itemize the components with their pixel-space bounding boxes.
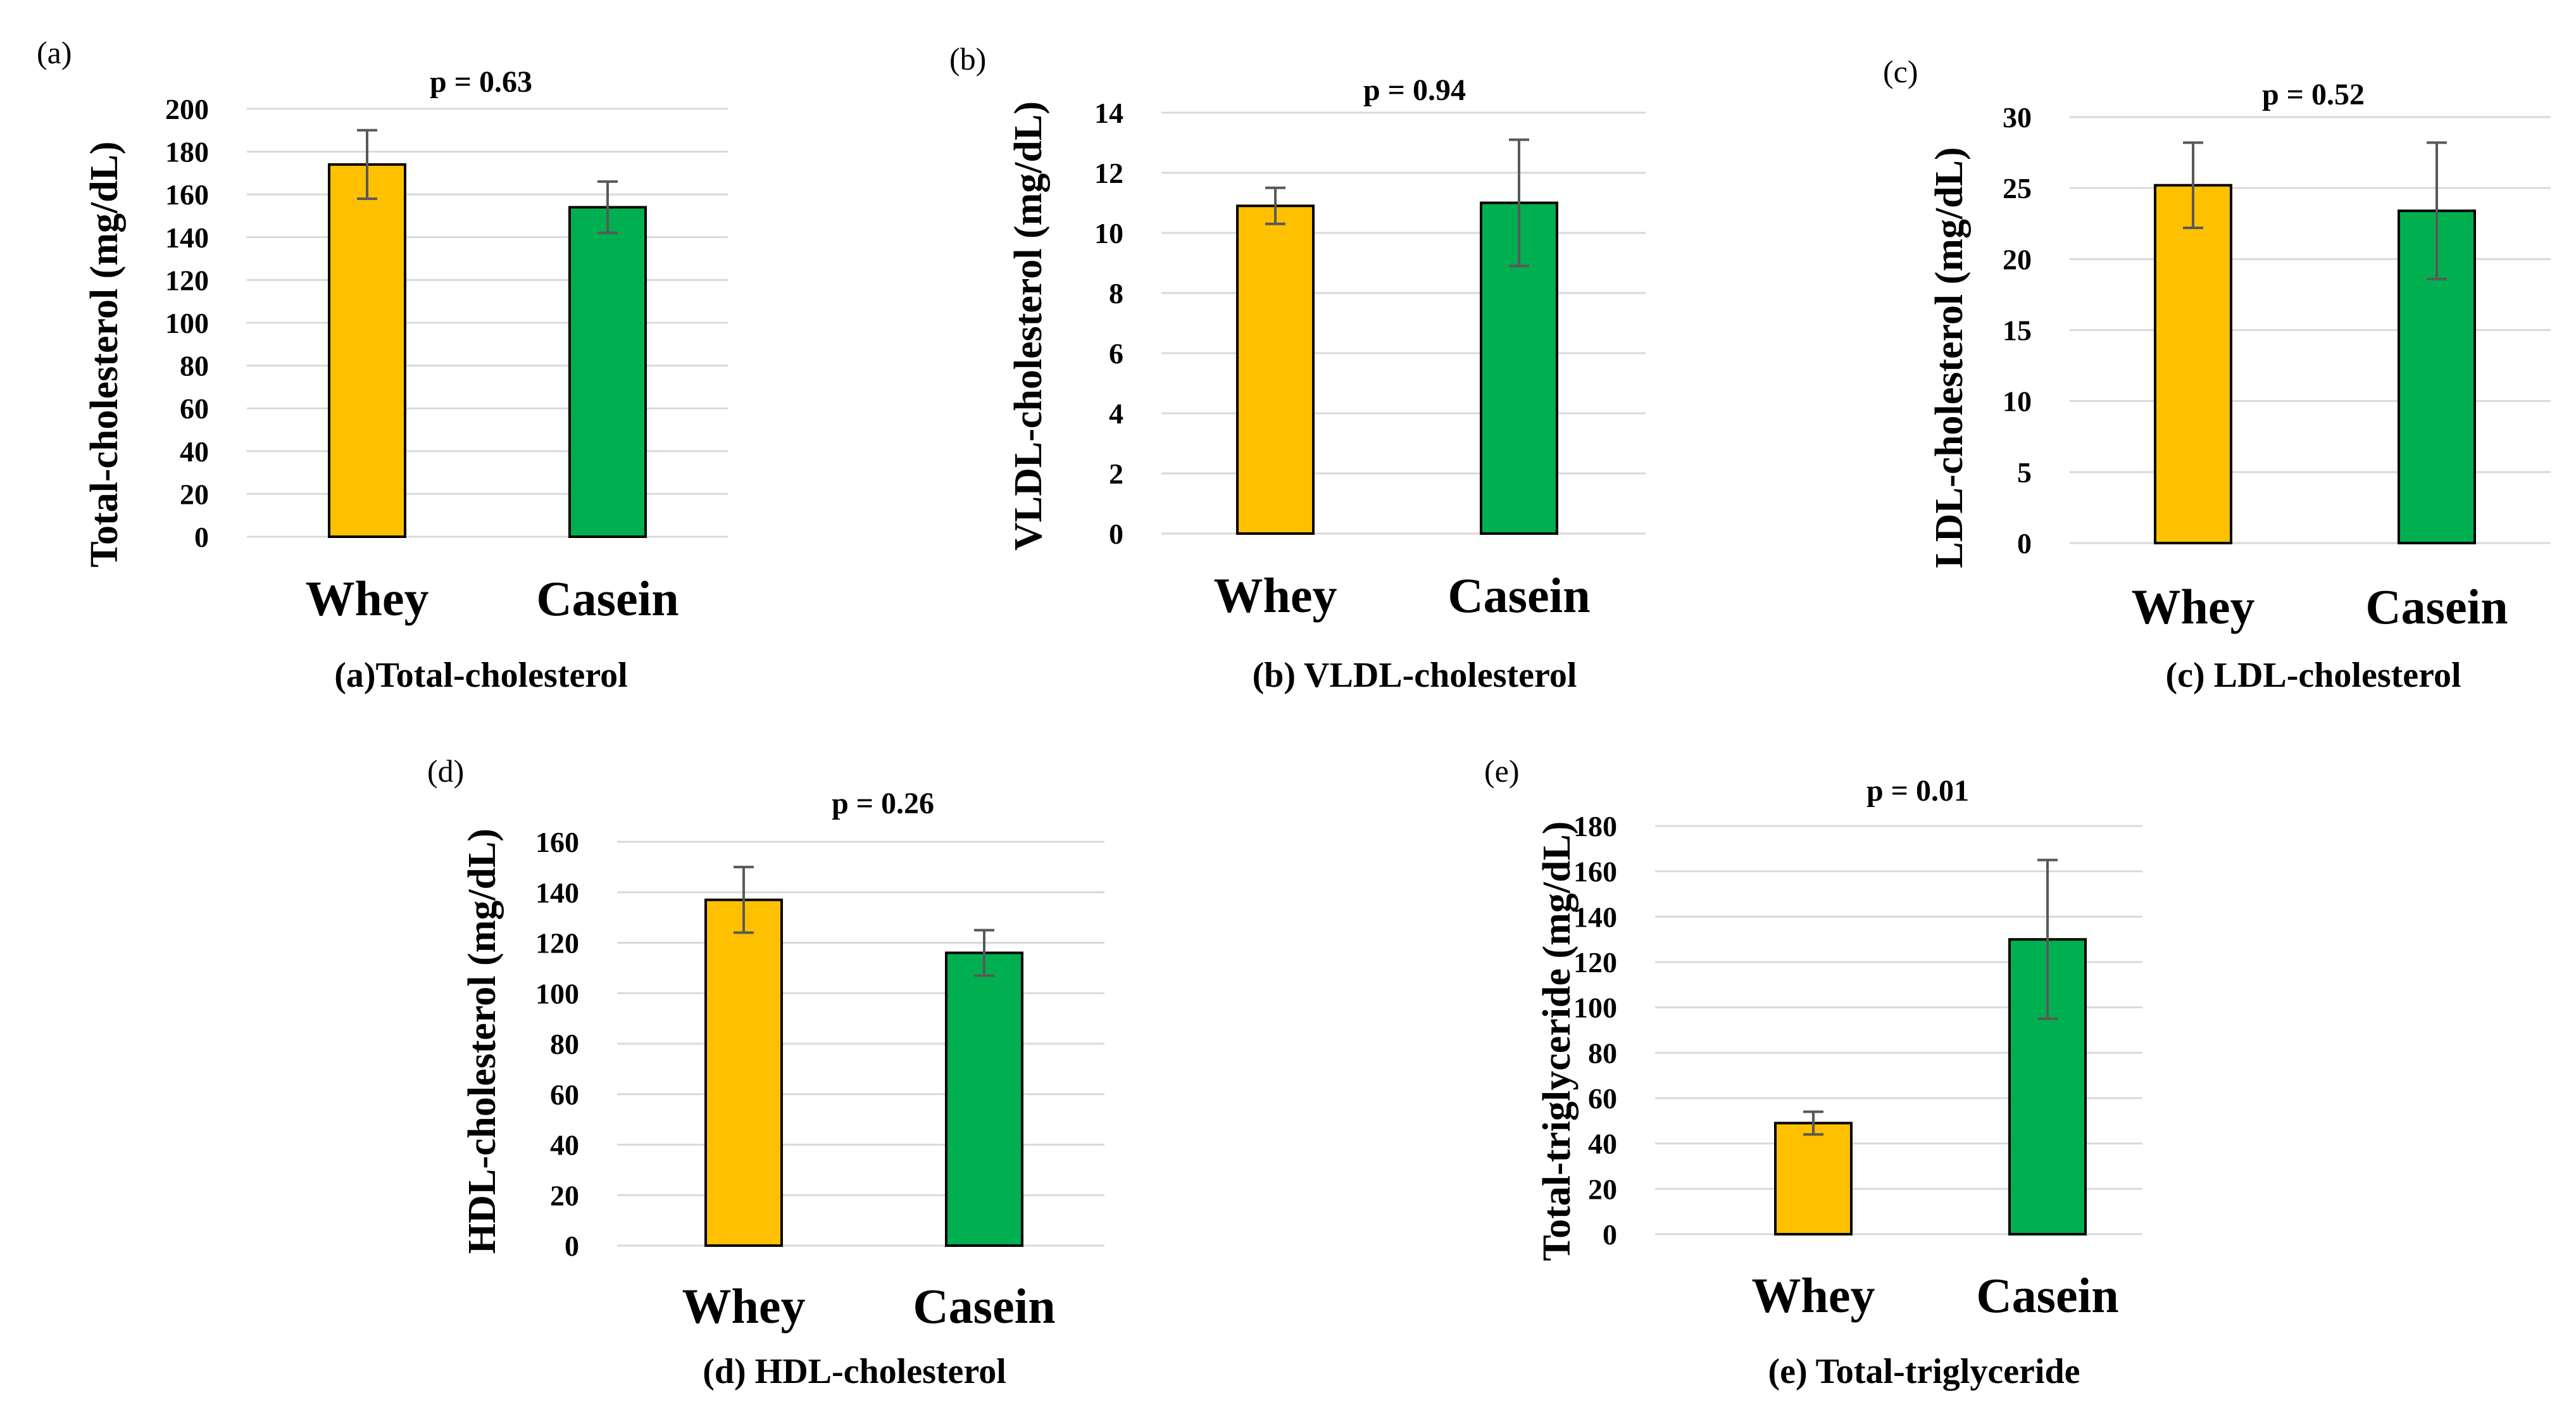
bar-whey <box>328 163 406 538</box>
panel-letter: (b) <box>949 41 986 77</box>
chart-panel: (b) p = 0.94 0 2 4 6 8 10 12 14 VLDL-cholesterol (… <box>949 41 1646 695</box>
y-axis-label: LDL-cholesterol (mg/dL) <box>1928 147 1971 568</box>
y-tick-label: 0 <box>1603 1218 1617 1251</box>
panel-caption: (e) Total-triglyceride <box>1768 1352 2080 1391</box>
chart-panel: (e) p = 0.01 0 20 40 60 80 100 120 140 160 180Total… <box>1484 753 2142 1391</box>
y-tick-label: 60 <box>550 1079 579 1111</box>
x-category-label: Whey <box>1214 568 1337 623</box>
y-tick-label: 160 <box>535 826 579 858</box>
y-tick-label: 0 <box>1109 518 1123 550</box>
x-category-label: Casein <box>536 571 678 626</box>
y-tick-label: 30 <box>2003 101 2032 134</box>
y-tick-label: 2 <box>1109 458 1123 490</box>
error-bar-whey <box>357 128 377 200</box>
y-tick-label: 160 <box>165 178 209 211</box>
y-tick-label: 200 <box>165 93 209 125</box>
y-tick-label: 120 <box>535 927 579 960</box>
x-category-label: Casein <box>1447 568 1590 623</box>
y-tick-label: 14 <box>1094 97 1123 129</box>
p-value-title: p = 0.52 <box>2262 78 2365 111</box>
error-bar-casein <box>1509 138 1529 268</box>
y-tick-label: 80 <box>550 1028 579 1060</box>
p-value-title: p = 0.01 <box>1866 774 1969 808</box>
y-tick-label: 0 <box>565 1230 579 1262</box>
y-tick-label: 6 <box>1109 337 1123 370</box>
x-category-label: Whey <box>2132 579 2255 634</box>
y-tick-label: 140 <box>535 877 579 909</box>
y-tick-label: 20 <box>1588 1173 1617 1205</box>
panel-caption: (c) LDL-cholesterol <box>2165 656 2461 695</box>
y-tick-label: 100 <box>1573 992 1617 1024</box>
y-tick-label: 40 <box>180 435 209 468</box>
x-category-label: Casein <box>1976 1268 2118 1323</box>
y-tick-label: 12 <box>1094 157 1123 189</box>
x-category-label: Casein <box>913 1279 1055 1334</box>
error-bar-casein <box>597 180 618 235</box>
y-tick-label: 120 <box>165 264 209 296</box>
panel-letter: (e) <box>1484 753 1520 789</box>
bar-whey <box>1774 1122 1853 1235</box>
y-tick-label: 180 <box>165 136 209 168</box>
bar-whey <box>1236 204 1315 535</box>
y-tick-label: 10 <box>1094 217 1123 249</box>
y-tick-label: 80 <box>1588 1037 1617 1069</box>
y-tick-label: 15 <box>2003 315 2032 347</box>
y-axis-label: VLDL-cholesterol (mg/dL) <box>1007 101 1050 551</box>
y-tick-label: 25 <box>2003 172 2032 204</box>
x-category-label: Casein <box>2365 579 2508 634</box>
error-bar-casein <box>2037 858 2058 1020</box>
p-value-title: p = 0.63 <box>430 65 532 99</box>
panel-caption: (d) HDL-cholesterol <box>703 1352 1006 1391</box>
bar-casein <box>945 951 1023 1247</box>
chart-panel: (d) p = 0.26 0 20 40 60 80 100 120 140 160 HDL-chol… <box>427 753 1104 1391</box>
x-category-label: Whey <box>1752 1268 1875 1323</box>
error-bar-whey <box>1803 1110 1823 1136</box>
panel-caption: (a)Total-cholesterol <box>334 656 627 695</box>
bar-whey <box>2154 184 2232 544</box>
panel-letter: (d) <box>427 753 464 789</box>
y-axis-label: Total-triglyceride (mg/dL) <box>1535 821 1579 1261</box>
panel-caption: (b) VLDL-cholesterol <box>1253 656 1577 695</box>
bar-casein <box>568 206 647 539</box>
error-bar-whey <box>2183 141 2203 229</box>
x-category-label: Whey <box>682 1279 806 1334</box>
chart-panel: (a) p = 0.63 0 20 40 60 80 100 120 140 160 180 200 To… <box>37 35 728 695</box>
panel-letter: (c) <box>1883 54 1918 89</box>
y-tick-label: 20 <box>550 1179 579 1211</box>
y-axis-label: Total-cholesterol (mg/dL) <box>83 141 126 567</box>
x-category-label: Whey <box>306 571 429 626</box>
y-tick-label: 140 <box>165 222 209 254</box>
y-tick-label: 160 <box>1573 856 1617 888</box>
y-tick-label: 80 <box>180 350 209 382</box>
y-tick-label: 0 <box>2017 527 2032 560</box>
y-tick-label: 60 <box>1588 1082 1617 1115</box>
chart-panel: (c) p = 0.52 0 5 10 15 20 25 30 LDL-cholesterol (… <box>1883 54 2551 695</box>
y-tick-label: 10 <box>2003 385 2032 418</box>
bar-whey <box>704 898 783 1247</box>
p-value-title: p = 0.26 <box>832 787 934 820</box>
error-bar-whey <box>1265 186 1285 225</box>
y-tick-label: 40 <box>1588 1128 1617 1160</box>
y-tick-label: 100 <box>535 977 579 1010</box>
error-bar-whey <box>734 865 754 934</box>
y-tick-label: 4 <box>1109 397 1123 430</box>
y-tick-label: 8 <box>1109 277 1123 310</box>
p-value-title: p = 0.94 <box>1363 73 1466 107</box>
y-tick-label: 180 <box>1573 810 1617 842</box>
y-tick-label: 60 <box>180 392 209 425</box>
y-axis-label: HDL-cholesterol (mg/dL) <box>461 829 504 1254</box>
y-tick-label: 20 <box>180 478 209 510</box>
y-tick-label: 120 <box>1573 946 1617 979</box>
y-tick-label: 20 <box>2003 243 2032 275</box>
y-tick-label: 40 <box>550 1129 579 1161</box>
error-bar-casein <box>2427 141 2447 280</box>
y-tick-label: 0 <box>194 521 209 553</box>
y-tick-label: 5 <box>2017 456 2032 489</box>
y-tick-label: 100 <box>165 307 209 339</box>
panel-letter: (a) <box>37 35 72 70</box>
error-bar-casein <box>974 929 994 977</box>
y-tick-label: 140 <box>1573 901 1617 933</box>
